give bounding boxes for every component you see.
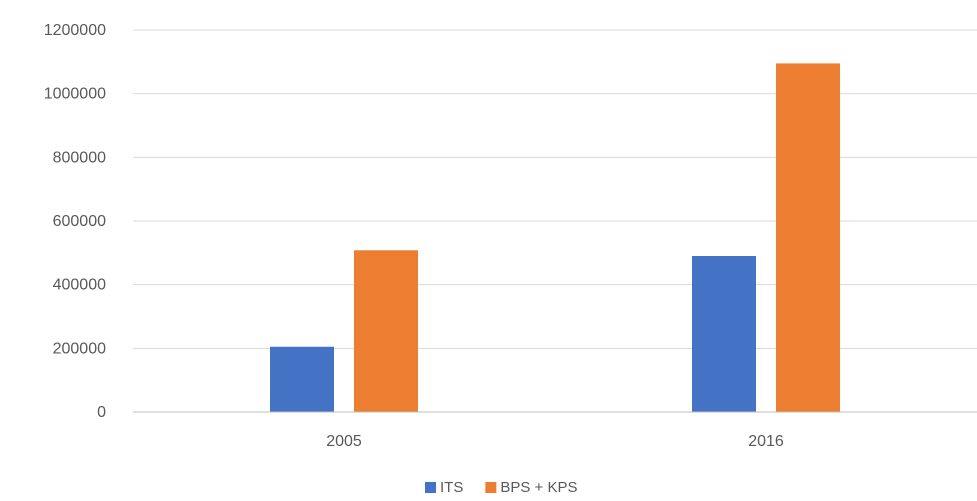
legend-item: BPS + KPS	[485, 479, 577, 496]
bar-its-2005	[270, 346, 334, 412]
y-tick-label: 1000000	[44, 86, 106, 103]
bars	[270, 63, 840, 413]
x-tick-label: 2005	[326, 433, 362, 450]
y-tick-label: 600000	[53, 213, 106, 230]
legend-label: BPS + KPS	[500, 479, 577, 496]
x-tick-label: 2016	[748, 433, 784, 450]
legend-swatch	[425, 482, 436, 493]
gridlines	[133, 29, 977, 349]
y-tick-label: 1200000	[44, 22, 106, 39]
legend: ITS BPS + KPS	[425, 479, 577, 496]
y-tick-label: 800000	[53, 149, 106, 166]
y-axis-tick-labels: 0 200000 400000 600000 800000 1000000 1200000	[44, 22, 106, 421]
y-tick-label: 200000	[53, 340, 106, 357]
bar-bps-kps-2016	[776, 63, 840, 413]
x-axis-tick-labels: 2005 2016	[326, 433, 784, 450]
bar-its-2016	[692, 256, 756, 412]
legend-item: ITS	[425, 479, 463, 496]
bar-bps-kps-2005	[354, 250, 418, 412]
y-tick-label: 400000	[53, 277, 106, 294]
y-tick-label: 0	[97, 404, 106, 421]
legend-swatch	[485, 482, 497, 493]
legend-label: ITS	[440, 479, 463, 496]
